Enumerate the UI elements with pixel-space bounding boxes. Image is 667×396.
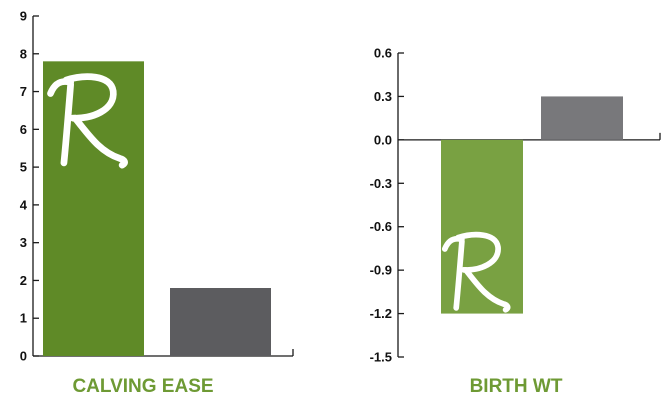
bar (170, 288, 271, 356)
y-tick-label: 2 (20, 273, 27, 288)
r-logo-marker (441, 231, 511, 313)
y-tick-label: 0.3 (374, 89, 392, 104)
calving-ease-chart: 0 1 2 3 4 5 6 7 8 9 CALVING EASE (20, 9, 294, 396)
y-tick-label: 0 (20, 349, 27, 364)
birth-wt-chart: 0.6 0.3 0.0 -0.3 -0.6 -0.9 -1.2 -1.5 BIRTH WT (370, 46, 661, 396)
y-tick-label: 0.0 (374, 132, 392, 147)
r-logo-marker-stem (60, 81, 75, 167)
bar (441, 139, 523, 314)
r-logo-marker-bowl (455, 231, 501, 273)
y-tick-label: 8 (20, 46, 27, 61)
birth-wt-label: BIRTH WT (470, 376, 563, 396)
bar (541, 96, 623, 140)
r-logo-marker-flourish (47, 78, 75, 97)
y-tick-label: -0.6 (370, 219, 392, 234)
y-tick-label: -1.5 (370, 350, 392, 365)
y-tick-label: -1.2 (370, 306, 392, 321)
r-logo-marker-leg (462, 267, 511, 313)
calving-ease-label: CALVING EASE (72, 376, 213, 396)
y-tick-label: 4 (20, 197, 28, 212)
y-tick-label: 5 (20, 160, 27, 175)
y-tick-label: 1 (20, 311, 27, 326)
y-tick-label: -0.3 (370, 176, 392, 191)
r-logo-marker-stem (453, 238, 465, 311)
y-tick-label: 3 (20, 235, 27, 250)
y-tick-label: -0.9 (370, 263, 392, 278)
r-logo-marker-bowl (62, 73, 117, 122)
y-tick-label: 0.6 (374, 46, 392, 61)
y-tick-label: 6 (20, 122, 27, 137)
r-logo-marker-leg (71, 114, 128, 169)
r-logo-marker-flourish (441, 235, 465, 252)
bar (43, 61, 144, 356)
y-tick-label: 9 (20, 9, 27, 24)
y-tick-label: 7 (20, 84, 27, 99)
r-logo-marker (47, 73, 128, 169)
